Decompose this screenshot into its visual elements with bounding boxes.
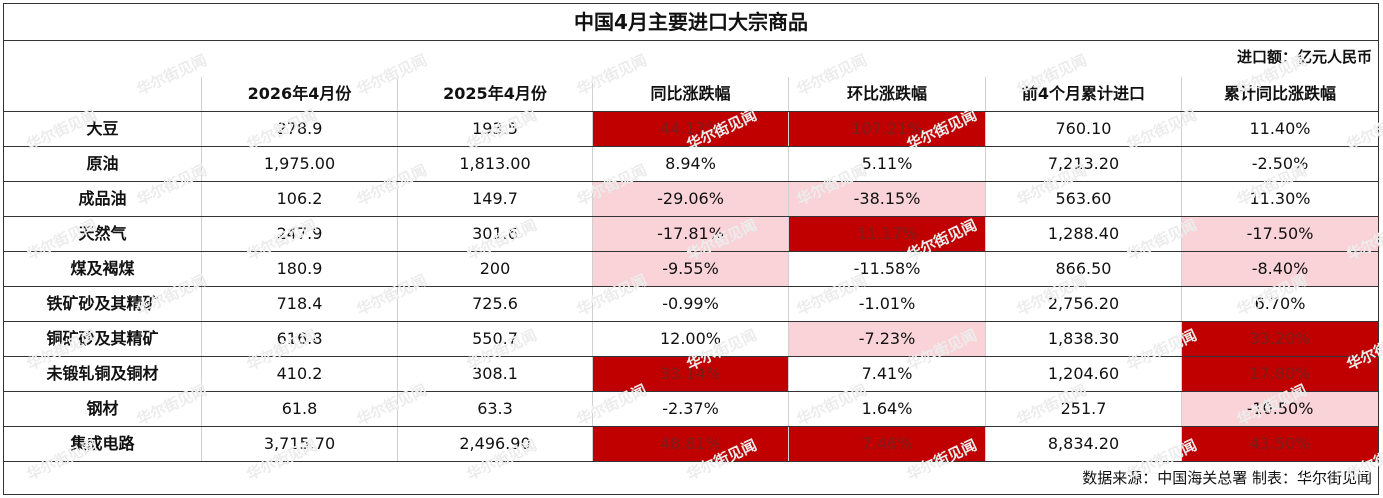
commodity-name: 天然气 xyxy=(4,217,202,251)
value-cell: 180.9 xyxy=(202,252,398,286)
table-frame: 中国4月主要进口大宗商品 进口额：亿元人民币 2026年4月份 2025年4月份同… xyxy=(3,3,1383,495)
value-cell: 61.8 xyxy=(202,392,398,426)
value-cell: 866.50 xyxy=(986,252,1182,286)
value-cell: -2.37% xyxy=(593,392,789,426)
value-cell: 410.2 xyxy=(202,357,398,391)
value-cell: 760.10 xyxy=(986,112,1182,146)
value-cell: 1,813.00 xyxy=(398,147,593,181)
column-header: 同比涨跌幅 xyxy=(593,77,789,111)
table-row: 铜矿砂及其精矿 616.8 550.7 12.00% -7.23% 1,838.30 33.… xyxy=(4,322,1378,357)
value-cell: 107.21% xyxy=(789,112,986,146)
value-cell: 200 xyxy=(398,252,593,286)
value-cell: 247.9 xyxy=(202,217,398,251)
column-header: 2026年4月份 xyxy=(202,77,398,111)
value-cell: 106.2 xyxy=(202,182,398,216)
value-cell: 7.46% xyxy=(789,427,986,461)
value-cell: -38.15% xyxy=(789,182,986,216)
value-cell: 725.6 xyxy=(398,287,593,321)
table-row: 原油 1,975.00 1,813.00 8.94% 5.11% 7,213.20 -2.5… xyxy=(4,147,1378,182)
value-cell: -29.06% xyxy=(593,182,789,216)
table-row: 未锻轧铜及铜材 410.2 308.1 33.14% 7.41% 1,204.60 17.8… xyxy=(4,357,1378,392)
value-cell: -2.50% xyxy=(1251,154,1309,173)
value-cell: 11.17% xyxy=(789,217,986,251)
commodity-name: 成品油 xyxy=(4,182,202,216)
value-cell: 616.8 xyxy=(202,322,398,356)
value-cell: 718.4 xyxy=(202,287,398,321)
commodity-name: 铁矿砂及其精矿 xyxy=(4,287,202,321)
value-cell: 278.9 xyxy=(202,112,398,146)
value-cell: 33.20% xyxy=(1182,322,1378,356)
table-row: 成品油 106.2 149.7 -29.06% -38.15% 563.60 11.30% xyxy=(4,182,1378,217)
value-cell: 11.30% xyxy=(1249,189,1311,208)
value-cell: -7.23% xyxy=(789,322,986,356)
table-title: 中国4月主要进口大宗商品 xyxy=(4,4,1378,41)
value-cell: 7,213.20 xyxy=(986,147,1182,181)
value-cell: 6.70% xyxy=(1254,294,1306,313)
value-cell: -11.58% xyxy=(789,252,986,286)
value-cell: 193.5 xyxy=(398,112,593,146)
table-row: 煤及褐煤 180.9 200 -9.55% -11.58% 866.50 -8.40% xyxy=(4,252,1378,287)
value-cell: 11.40% xyxy=(1249,119,1311,138)
column-header: 前4个月累计进口 xyxy=(986,77,1182,111)
commodity-name: 原油 xyxy=(4,147,202,181)
commodity-name: 煤及褐煤 xyxy=(4,252,202,286)
table-row: 大豆 278.9 193.5 44.13% 107.21% 760.10 11.40% xyxy=(4,112,1378,147)
commodity-name: 集成电路 xyxy=(4,427,202,461)
commodity-name: 未锻轧铜及铜材 xyxy=(4,357,202,391)
value-cell: 251.7 xyxy=(986,392,1182,426)
table-row: 钢材 61.8 63.3 -2.37% 1.64% 251.7 -10.50% xyxy=(4,392,1378,427)
value-cell: 2,756.20 xyxy=(986,287,1182,321)
column-header: 累计同比涨跌幅 xyxy=(1223,84,1336,103)
column-header: 2025年4月份 xyxy=(398,77,593,111)
value-cell: 550.7 xyxy=(398,322,593,356)
value-cell: 44.13% xyxy=(593,112,789,146)
value-cell: 33.14% xyxy=(593,357,789,391)
table-row: 集成电路 3,715.70 2,496.90 48.81% 7.46% 8,834.20 4… xyxy=(4,427,1378,462)
value-cell: 149.7 xyxy=(398,182,593,216)
commodity-name: 钢材 xyxy=(4,392,202,426)
column-header: 环比涨跌幅 xyxy=(789,77,986,111)
value-cell: 3,715.70 xyxy=(202,427,398,461)
value-cell: 2,496.90 xyxy=(398,427,593,461)
value-cell: 1,288.40 xyxy=(986,217,1182,251)
value-cell: 48.81% xyxy=(593,427,789,461)
value-cell: 7.41% xyxy=(789,357,986,391)
value-cell: -9.55% xyxy=(593,252,789,286)
unit-note: 进口额：亿元人民币 xyxy=(1236,48,1372,66)
value-cell: -17.81% xyxy=(593,217,789,251)
commodity-name: 大豆 xyxy=(4,112,202,146)
value-cell: 17.80% xyxy=(1182,357,1378,391)
value-cell: 43.50% xyxy=(1182,427,1378,461)
value-cell: -8.40% xyxy=(1182,252,1378,286)
table-row: 铁矿砂及其精矿 718.4 725.6 -0.99% -1.01% 2,756.20 6.7… xyxy=(4,287,1378,322)
value-cell: 301.6 xyxy=(398,217,593,251)
value-cell: 1,838.30 xyxy=(986,322,1182,356)
value-cell: 8.94% xyxy=(593,147,789,181)
value-cell: 308.1 xyxy=(398,357,593,391)
value-cell: -17.50% xyxy=(1182,217,1378,251)
column-header xyxy=(4,77,202,111)
value-cell: 1.64% xyxy=(789,392,986,426)
table-row: 天然气 247.9 301.6 -17.81% 11.17% 1,288.40 -17.50… xyxy=(4,217,1378,252)
value-cell: -1.01% xyxy=(789,287,986,321)
value-cell: 63.3 xyxy=(398,392,593,426)
value-cell: -10.50% xyxy=(1182,392,1378,426)
value-cell: 1,204.60 xyxy=(986,357,1182,391)
header-row: 2026年4月份 2025年4月份 同比涨跌幅 环比涨跌幅 前4个月累计进口 累计同比涨跌… xyxy=(4,77,1378,112)
value-cell: 5.11% xyxy=(789,147,986,181)
value-cell: 12.00% xyxy=(593,322,789,356)
value-cell: 1,975.00 xyxy=(202,147,398,181)
commodity-name: 铜矿砂及其精矿 xyxy=(4,322,202,356)
value-cell: 563.60 xyxy=(986,182,1182,216)
value-cell: 8,834.20 xyxy=(986,427,1182,461)
source-footer: 数据来源：中国海关总署 制表：华尔街见闻 xyxy=(1082,469,1372,487)
value-cell: -0.99% xyxy=(593,287,789,321)
